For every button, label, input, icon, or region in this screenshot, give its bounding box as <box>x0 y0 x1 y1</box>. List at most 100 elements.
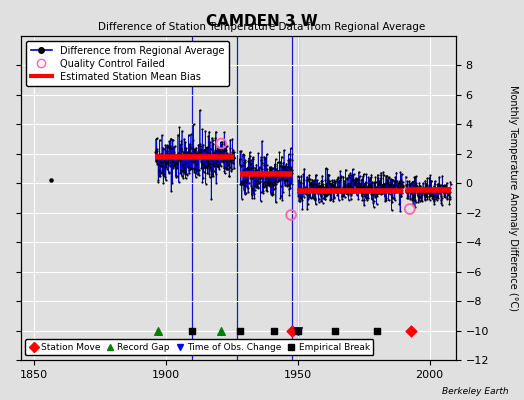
Point <box>384 186 392 193</box>
Point <box>191 149 199 156</box>
Point <box>436 193 445 200</box>
Point <box>164 161 172 168</box>
Point <box>367 186 376 192</box>
Point <box>265 178 274 185</box>
Point <box>342 190 351 196</box>
Point <box>251 164 259 171</box>
Point <box>422 190 430 196</box>
Point <box>444 189 452 196</box>
Point <box>409 194 417 201</box>
Point <box>310 178 318 184</box>
Point <box>253 173 261 180</box>
Point <box>172 155 180 161</box>
Point <box>171 164 179 170</box>
Point <box>433 189 441 195</box>
Point <box>386 183 394 190</box>
Point <box>393 177 401 184</box>
Point <box>422 192 431 199</box>
Point <box>360 202 368 208</box>
Point <box>443 185 451 191</box>
Point <box>329 182 337 188</box>
Legend: Station Move, Record Gap, Time of Obs. Change, Empirical Break: Station Move, Record Gap, Time of Obs. C… <box>26 339 374 356</box>
Point <box>331 327 339 334</box>
Point <box>350 181 358 187</box>
Point <box>201 163 209 170</box>
Point <box>366 180 375 186</box>
Point <box>257 189 265 195</box>
Point <box>326 197 334 204</box>
Point <box>409 194 417 200</box>
Point <box>332 189 341 195</box>
Point <box>416 194 424 201</box>
Point <box>332 184 340 191</box>
Point <box>354 184 362 190</box>
Point <box>262 182 270 188</box>
Point <box>189 155 197 161</box>
Point <box>264 182 272 188</box>
Point <box>198 161 206 168</box>
Point <box>431 178 439 184</box>
Point <box>190 147 198 154</box>
Point <box>389 176 397 183</box>
Point <box>255 174 264 181</box>
Point <box>303 177 312 183</box>
Point <box>249 191 258 197</box>
Point <box>351 181 359 188</box>
Point <box>269 185 278 192</box>
Point <box>229 160 237 166</box>
Point <box>333 189 341 195</box>
Point <box>305 178 313 184</box>
Point <box>427 185 435 191</box>
Point <box>198 154 206 160</box>
Point <box>250 173 259 179</box>
Point <box>304 188 312 194</box>
Point <box>243 171 252 177</box>
Point <box>430 200 439 207</box>
Point <box>203 170 212 176</box>
Point <box>424 188 433 194</box>
Point <box>227 155 235 162</box>
Point <box>438 188 446 195</box>
Point <box>278 169 287 176</box>
Point <box>269 179 278 186</box>
Point <box>275 168 283 174</box>
Point <box>442 180 451 186</box>
Point <box>435 187 444 193</box>
Point <box>336 168 344 174</box>
Point <box>299 187 307 193</box>
Point <box>253 166 261 173</box>
Point <box>436 182 445 189</box>
Point <box>348 176 357 182</box>
Point <box>262 187 270 194</box>
Point <box>173 160 181 167</box>
Point <box>242 172 250 178</box>
Point <box>416 182 424 189</box>
Point <box>259 180 267 187</box>
Point <box>376 175 385 182</box>
Point <box>436 184 444 190</box>
Point <box>265 175 274 181</box>
Point <box>178 148 186 154</box>
Point <box>247 191 256 198</box>
Point <box>339 184 347 190</box>
Point <box>363 197 371 203</box>
Point <box>151 157 160 163</box>
Point <box>406 181 414 187</box>
Point <box>408 178 417 185</box>
Point <box>209 173 217 180</box>
Point <box>361 180 369 186</box>
Point <box>245 171 254 177</box>
Point <box>348 185 356 192</box>
Point <box>361 183 369 190</box>
Point <box>395 186 403 192</box>
Point <box>343 192 352 198</box>
Point <box>196 141 204 147</box>
Point <box>445 185 453 192</box>
Point <box>332 188 341 195</box>
Point <box>247 164 256 171</box>
Point <box>391 188 400 194</box>
Point <box>407 327 415 334</box>
Point <box>161 151 170 157</box>
Point <box>422 180 431 187</box>
Point <box>383 172 391 179</box>
